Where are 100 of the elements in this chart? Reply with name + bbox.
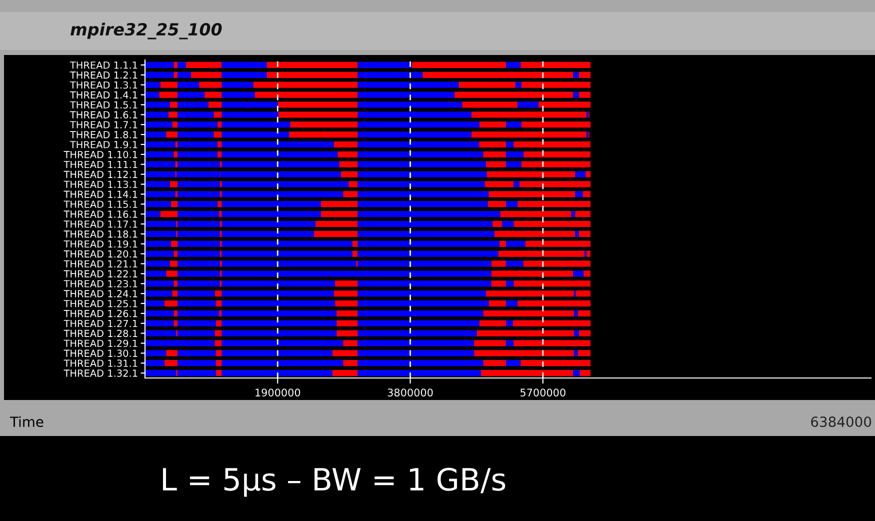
bar (574, 330, 580, 336)
bar (524, 151, 590, 158)
bar (145, 320, 174, 326)
bar (166, 350, 178, 356)
bar (159, 92, 178, 98)
bar (358, 210, 500, 218)
bar (160, 82, 178, 88)
bar (358, 360, 484, 366)
bar (178, 62, 186, 68)
bar (222, 82, 254, 88)
bar (332, 350, 358, 356)
chart-title: mpire32_25_100 (70, 22, 222, 40)
bar (358, 280, 492, 287)
bar (178, 310, 220, 316)
bar (178, 360, 216, 366)
bar (512, 320, 591, 326)
bar (521, 161, 590, 168)
bar (145, 122, 172, 128)
bar (506, 62, 521, 68)
bar (178, 210, 220, 218)
y-tick-label: THREAD 1.2.1 (70, 71, 138, 79)
bar (178, 92, 205, 98)
bar (412, 62, 506, 68)
bar (174, 250, 178, 257)
bar (222, 320, 337, 326)
bar (208, 102, 222, 108)
bar (458, 82, 516, 88)
bar (218, 122, 222, 128)
bar (222, 250, 352, 257)
bar (164, 300, 178, 307)
bar (145, 240, 172, 247)
bar (476, 330, 574, 336)
bar (222, 62, 267, 68)
bar (178, 300, 216, 307)
bar (573, 270, 584, 277)
y-tick-label: THREAD 1.22.1 (64, 270, 138, 278)
bar (222, 92, 255, 98)
bar (520, 62, 591, 68)
bar (314, 230, 358, 237)
bar (506, 151, 524, 158)
bar (358, 340, 474, 346)
bar (145, 151, 174, 158)
bar (506, 280, 514, 287)
y-tick-label: THREAD 1.12.1 (64, 170, 138, 178)
bar (574, 350, 578, 356)
bar (222, 151, 338, 158)
bar (222, 330, 337, 336)
bar (145, 290, 172, 297)
bar (358, 370, 482, 376)
bar (358, 320, 480, 326)
bar (145, 191, 176, 198)
bar (338, 151, 358, 158)
y-tick-label: THREAD 1.6.1 (70, 111, 138, 118)
bar (204, 92, 222, 98)
y-tick-label: THREAD 1.32.1 (64, 370, 138, 377)
bar (422, 72, 574, 78)
bar (170, 102, 178, 108)
y-tick-label: THREAD 1.10.1 (64, 150, 138, 158)
bar (222, 280, 336, 287)
bar (218, 141, 222, 148)
bar (178, 320, 216, 326)
bar (222, 340, 344, 346)
bar (199, 82, 222, 88)
bar (145, 102, 170, 108)
bar (339, 161, 358, 168)
bar (358, 151, 484, 158)
bar (488, 300, 506, 307)
bar (145, 260, 170, 267)
bar (178, 270, 220, 277)
bar (474, 350, 574, 356)
bar (145, 62, 174, 68)
bar (517, 102, 539, 108)
bar (514, 141, 590, 148)
bar (358, 250, 498, 257)
bar (358, 112, 472, 118)
bar (506, 201, 518, 208)
y-tick-label: THREAD 1.25.1 (64, 300, 138, 308)
y-tick-label: THREAD 1.19.1 (64, 240, 138, 248)
bar (222, 191, 344, 198)
bar (358, 161, 486, 168)
bar (462, 102, 518, 108)
bar (483, 360, 506, 366)
y-tick-label: THREAD 1.3.1 (70, 81, 138, 89)
bar (358, 240, 500, 247)
bar (222, 161, 340, 168)
bar (171, 201, 178, 208)
bar (358, 300, 489, 307)
bar (578, 72, 591, 78)
bar (222, 102, 278, 108)
bar (578, 230, 590, 237)
bar (145, 82, 160, 88)
bar (290, 122, 358, 128)
bar (488, 191, 576, 198)
bar (178, 72, 192, 78)
bar (145, 270, 166, 277)
bar (216, 320, 222, 326)
y-tick-label: THREAD 1.31.1 (64, 360, 138, 367)
bar (491, 260, 506, 267)
y-tick-label: THREAD 1.15.1 (64, 200, 138, 208)
bar (219, 210, 222, 218)
